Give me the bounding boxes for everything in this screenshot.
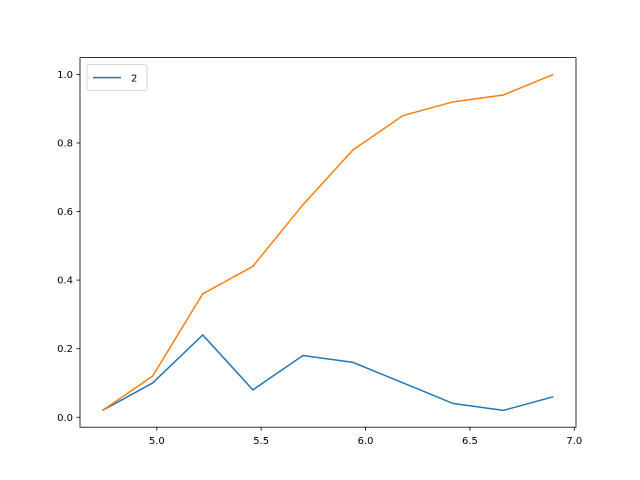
plot-frame bbox=[79, 57, 577, 428]
y-tick-label: 1.0 bbox=[57, 70, 73, 81]
x-tick-label: 6.5 bbox=[462, 436, 478, 447]
x-tick-label: 6.0 bbox=[358, 436, 374, 447]
x-tick-label: 5.5 bbox=[253, 436, 269, 447]
x-tick-label: 5.0 bbox=[149, 436, 165, 447]
y-tick-label: 0.8 bbox=[57, 138, 73, 149]
y-tick-label: 0.0 bbox=[57, 413, 73, 424]
legend-label: 2 bbox=[131, 74, 137, 85]
line-series bbox=[102, 73, 554, 412]
x-tick-label: 7.0 bbox=[566, 436, 582, 447]
line-series bbox=[102, 333, 554, 412]
y-tick-label: 0.6 bbox=[57, 207, 73, 218]
y-tick-label: 0.4 bbox=[57, 276, 73, 287]
y-tick-label: 0.2 bbox=[57, 344, 73, 355]
